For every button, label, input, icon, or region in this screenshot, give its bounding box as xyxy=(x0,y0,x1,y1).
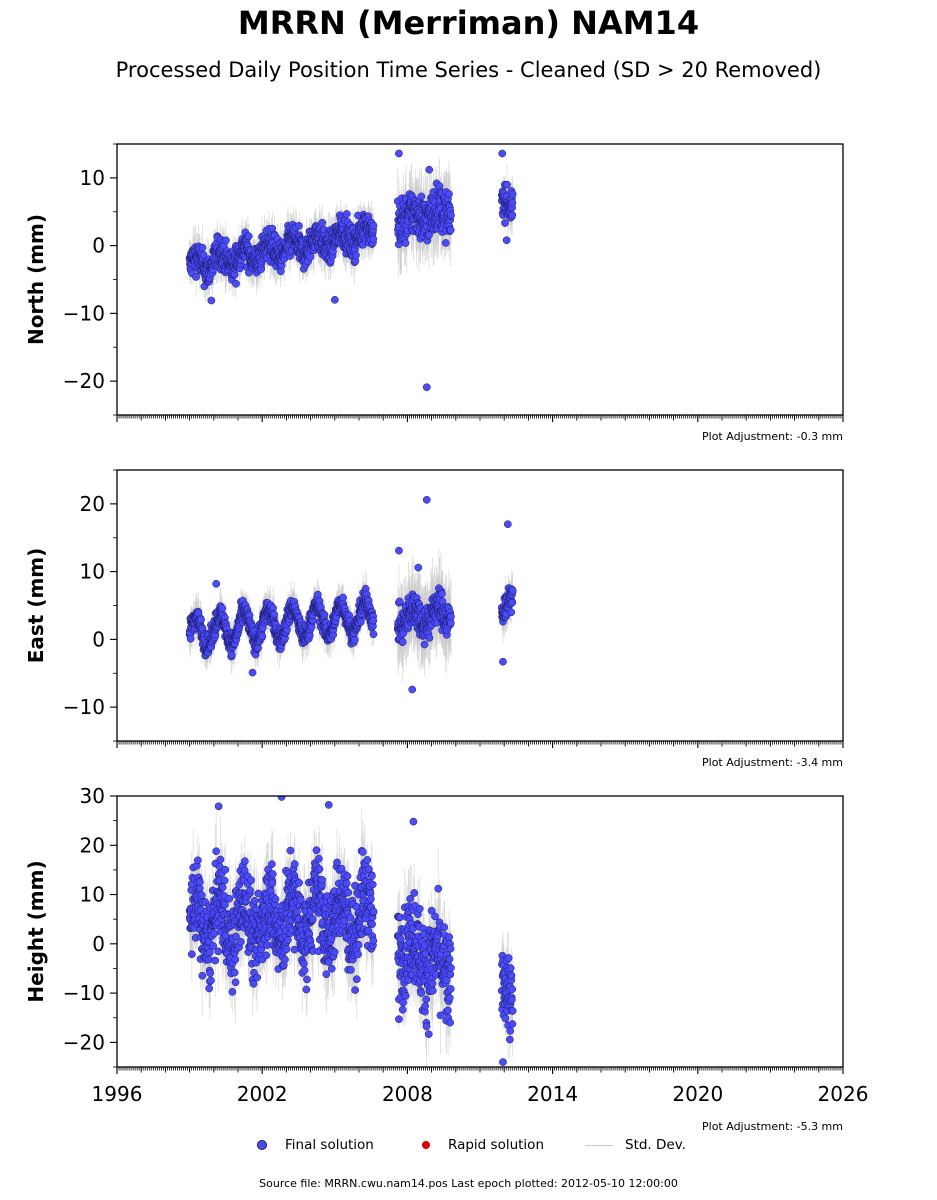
data-point xyxy=(507,608,516,617)
data-point xyxy=(270,610,278,619)
y-tick-label: 0 xyxy=(92,627,105,651)
data-point xyxy=(369,235,378,243)
x-axis-ticks xyxy=(116,741,844,748)
y-tick-label: 20 xyxy=(80,492,105,516)
data-point xyxy=(501,219,509,227)
data-point xyxy=(398,638,407,646)
data-point xyxy=(417,192,426,201)
y-tick-label: 10 xyxy=(80,560,105,584)
data-point xyxy=(232,279,240,288)
data-point xyxy=(445,190,453,198)
final-solution-points xyxy=(185,495,517,694)
data-point xyxy=(425,231,433,240)
data-point xyxy=(508,586,517,595)
outlier-point xyxy=(212,579,221,588)
outlier-point xyxy=(330,295,339,304)
data-point xyxy=(244,232,253,241)
data-point xyxy=(503,180,511,189)
data-point xyxy=(198,243,207,252)
data-point xyxy=(395,597,404,606)
data-point xyxy=(222,236,230,245)
data-point xyxy=(192,273,200,281)
data-point xyxy=(438,589,446,598)
data-point xyxy=(356,618,365,626)
y-tick-label: −10 xyxy=(63,301,105,325)
data-point xyxy=(446,619,455,627)
outlier-point xyxy=(414,563,423,572)
outlier-point xyxy=(248,668,257,677)
data-point xyxy=(420,640,429,649)
final-solution-points xyxy=(185,149,517,392)
chart-title: MRRN (Merriman) NAM14 xyxy=(237,4,700,42)
panel-3: 1996 2002 2008 2014 2020 20263020100−10−20Hei… xyxy=(24,784,868,1133)
data-point xyxy=(295,221,303,230)
y-axis-ticks xyxy=(110,143,117,416)
data-point xyxy=(352,251,360,260)
data-point xyxy=(314,590,322,599)
data-point xyxy=(508,211,517,219)
data-point xyxy=(197,615,205,624)
outlier-point xyxy=(408,685,417,694)
y-tick-label: 0 xyxy=(92,234,105,258)
y-axis-label: North (mm) xyxy=(24,214,48,345)
plot-adjustment-note: Plot Adjustment: -3.4 mm xyxy=(702,756,843,769)
data-point xyxy=(508,598,517,607)
data-point xyxy=(342,210,351,218)
chart-subtitle: Processed Daily Position Time Series - C… xyxy=(115,58,822,82)
data-point xyxy=(258,632,267,641)
y-tick-label: −10 xyxy=(63,695,105,719)
data-point xyxy=(186,634,195,643)
plot-adjustment-note: Plot Adjustment: -0.3 mm xyxy=(702,430,843,443)
data-point xyxy=(228,651,236,659)
outlier-point xyxy=(498,149,507,158)
data-point xyxy=(447,612,455,621)
data-point xyxy=(425,634,434,642)
data-point xyxy=(218,604,227,613)
y-axis-label: East (mm) xyxy=(24,548,48,664)
data-point xyxy=(369,221,378,230)
outlier-point xyxy=(395,546,403,555)
outlier-point xyxy=(425,165,434,174)
outlier-point xyxy=(422,495,431,504)
data-point xyxy=(441,239,450,247)
panel-2: 20 10 0 −10 East (mm) Plot Adjustment: -3.4 m… xyxy=(24,469,844,769)
y-tick-label: −20 xyxy=(63,369,105,393)
data-point xyxy=(369,616,378,625)
y-tick-label: 10 xyxy=(80,166,105,190)
y-axis-ticks xyxy=(110,469,117,742)
data-point xyxy=(446,226,455,234)
outlier-point xyxy=(395,149,403,158)
data-point xyxy=(320,610,329,619)
data-point xyxy=(199,250,208,259)
data-point xyxy=(369,630,378,639)
outlier-point xyxy=(422,383,431,392)
outlier-point xyxy=(499,657,507,666)
outlier-point xyxy=(207,296,216,305)
data-point xyxy=(447,211,455,219)
data-point xyxy=(508,190,517,199)
outlier-point xyxy=(503,520,512,529)
data-point xyxy=(306,253,315,261)
data-point xyxy=(318,218,327,227)
plot-frame xyxy=(116,469,844,742)
panel-1: 10 0 −10 −20 North (mm) Plot Adjustment: -0.3… xyxy=(24,143,844,443)
data-point xyxy=(508,199,517,207)
data-point xyxy=(401,239,410,247)
outlier-point xyxy=(502,236,511,245)
data-point xyxy=(350,636,359,644)
x-axis-ticks xyxy=(116,415,844,422)
